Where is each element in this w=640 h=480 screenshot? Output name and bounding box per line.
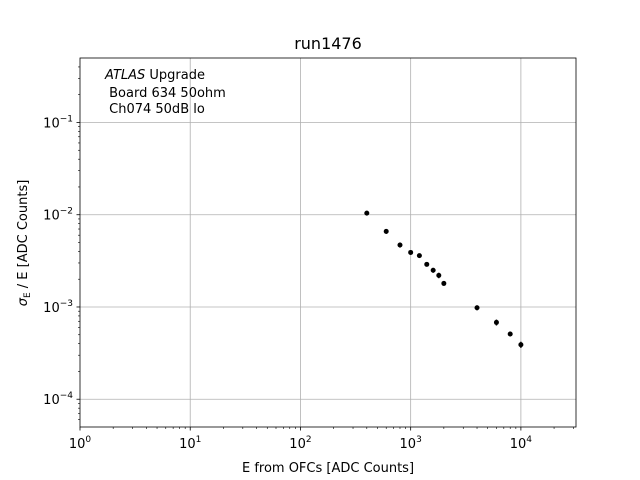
- data-point: [441, 280, 447, 286]
- data-point: [493, 319, 499, 325]
- x-tick-label-base: 10: [69, 437, 86, 452]
- x-tick-label-base: 10: [400, 437, 417, 452]
- data-point: [424, 261, 430, 267]
- data-point: [408, 249, 414, 255]
- y-tick-label: 10−1: [43, 114, 73, 131]
- data-point: [364, 210, 370, 216]
- y-tick-label-exponent: −4: [60, 391, 74, 401]
- y-tick-label-exponent: −1: [60, 114, 73, 124]
- chart-title: run1476: [294, 34, 362, 53]
- x-tick-label-exponent: 1: [196, 435, 202, 445]
- annotation-atlas: ATLAS: [104, 68, 145, 83]
- annotation-line-2: Board 634 50ohm: [105, 86, 226, 101]
- x-tick-label: 100: [69, 435, 92, 452]
- data-point: [474, 305, 480, 311]
- annotation-line-1: ATLAS Upgrade: [104, 68, 205, 83]
- y-axis-label-symbol: σ: [16, 297, 31, 306]
- x-tick-label-base: 10: [510, 437, 527, 452]
- major-ticks: [76, 122, 522, 431]
- annotation: ATLAS Upgrade Board 634 50ohm Ch074 50dB…: [104, 68, 226, 117]
- annotation-upgrade: Upgrade: [145, 68, 205, 83]
- x-tick-label-base: 10: [289, 437, 306, 452]
- x-tick-label: 103: [400, 435, 422, 452]
- data-point: [383, 228, 389, 234]
- y-tick-label-base: 10: [43, 116, 60, 131]
- y-tick-label: 10−4: [43, 391, 73, 408]
- y-tick-label-base: 10: [43, 209, 60, 224]
- y-tick-label-base: 10: [43, 393, 60, 408]
- y-axis-label: σE / E [ADC Counts]: [16, 180, 33, 307]
- x-tick-label-exponent: 0: [85, 435, 91, 445]
- x-tick-label: 102: [289, 435, 311, 452]
- x-tick-label: 104: [510, 435, 533, 452]
- data-point: [430, 267, 436, 273]
- x-tick-label-exponent: 4: [526, 435, 532, 445]
- annotation-line-3: Ch074 50dB lo: [105, 102, 205, 117]
- y-axis-label-rest: / E [ADC Counts]: [16, 180, 31, 293]
- x-tick-label-exponent: 2: [306, 435, 312, 445]
- x-axis-label: E from OFCs [ADC Counts]: [242, 461, 414, 476]
- x-tick-label: 101: [179, 435, 201, 452]
- y-tick-label: 10−2: [43, 207, 73, 224]
- y-tick-label-exponent: −2: [60, 207, 73, 217]
- y-tick-label: 10−3: [43, 299, 73, 316]
- data-point: [518, 342, 524, 348]
- grid: [80, 58, 576, 427]
- plot-frame: [79, 57, 577, 428]
- x-tick-label-base: 10: [179, 437, 196, 452]
- data-points: [364, 210, 524, 348]
- y-tick-label-exponent: −3: [60, 299, 73, 309]
- data-point: [397, 242, 403, 248]
- x-tick-label-exponent: 3: [416, 435, 422, 445]
- data-point: [436, 272, 442, 278]
- data-point: [416, 253, 422, 259]
- y-axis-label-subscript: E: [23, 292, 33, 298]
- data-point: [507, 331, 513, 337]
- y-tick-label-base: 10: [43, 301, 60, 316]
